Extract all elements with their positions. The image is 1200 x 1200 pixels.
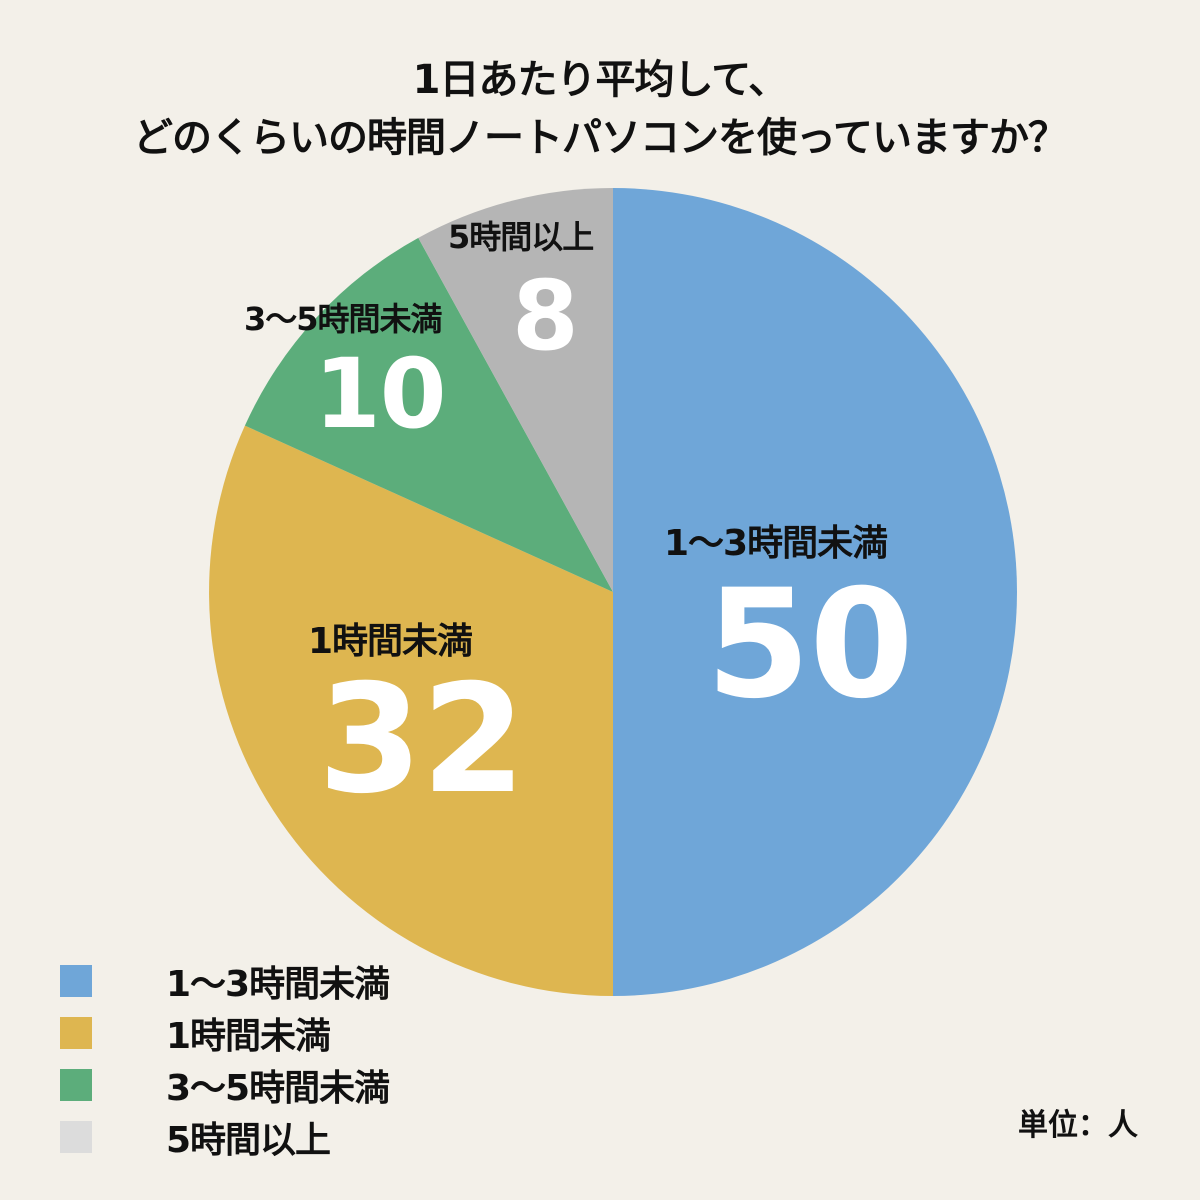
slice-1-3h: [613, 188, 1017, 996]
legend-label: 5時間以上: [166, 1120, 331, 1161]
legend-swatch-yellow: [60, 1017, 92, 1049]
slice-label-3-5h: 3〜5時間未満: [244, 300, 443, 338]
slice-3-5h: [244, 237, 613, 592]
legend-swatch-green: [60, 1069, 92, 1101]
legend-item-3-5h: 3〜5時間未満: [60, 1059, 390, 1111]
slice-under-1h: [209, 425, 613, 997]
slice-label-5h-plus: 5時間以上: [448, 218, 594, 256]
slice-label-under-1h: 1時間未満: [308, 621, 473, 662]
slice-value-1-3h: 50: [706, 558, 914, 732]
slice-value-3-5h: 10: [314, 338, 447, 450]
legend-label: 1〜3時間未満: [166, 964, 390, 1005]
slice-value-under-1h: 32: [318, 653, 526, 827]
legend: 1〜3時間未満 1時間未満 3〜5時間未満 5時間以上: [60, 955, 390, 1163]
legend-swatch-blue: [60, 965, 92, 997]
chart-title-line2: どのくらいの時間ノートパソコンを使っていますか？: [133, 115, 1068, 161]
unit-label: 単位：人: [1018, 1108, 1138, 1143]
slice-5h-plus: [418, 187, 613, 593]
slice-label-1-3h: 1〜3時間未満: [664, 523, 888, 564]
legend-item-1-3h: 1〜3時間未満: [60, 955, 390, 1007]
chart-title-line1: 1日あたり平均して、: [412, 57, 789, 103]
slice-value-5h-plus: 8: [512, 260, 579, 372]
legend-label: 1時間未満: [166, 1016, 331, 1057]
legend-item-5h-plus: 5時間以上: [60, 1111, 389, 1163]
legend-item-under-1h: 1時間未満: [60, 1007, 389, 1059]
legend-swatch-gray: [60, 1121, 92, 1153]
legend-label: 3〜5時間未満: [166, 1068, 390, 1109]
